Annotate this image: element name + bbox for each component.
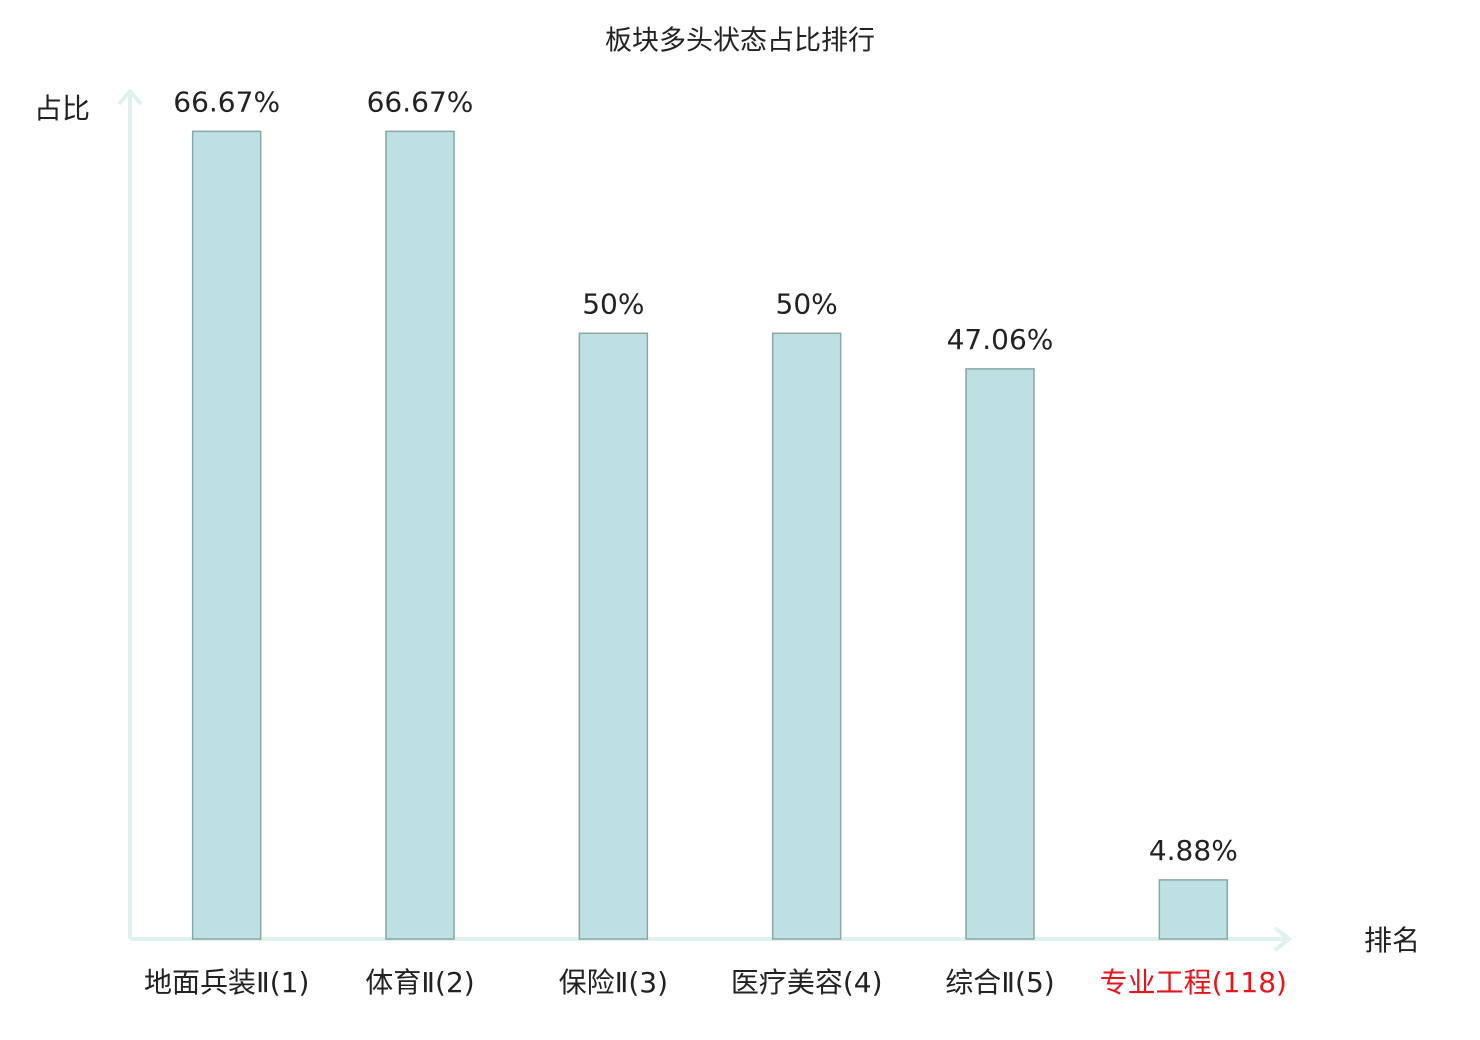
bar bbox=[1158, 879, 1229, 940]
bar bbox=[965, 368, 1035, 940]
bar bbox=[578, 332, 649, 940]
bar bbox=[191, 130, 262, 940]
x-axis-label: 排名 bbox=[1364, 924, 1420, 957]
x-tick-label: 地面兵装Ⅱ(1) bbox=[144, 966, 309, 999]
chart-title: 板块多头状态占比排行 bbox=[605, 26, 875, 57]
x-tick-label: 医疗美容(4) bbox=[731, 966, 883, 999]
x-tick-label: 体育Ⅱ(2) bbox=[365, 966, 474, 999]
value-label: 47.06% bbox=[947, 323, 1054, 356]
y-axis-label: 占比 bbox=[34, 92, 90, 125]
value-label: 4.88% bbox=[1149, 834, 1238, 867]
bar bbox=[771, 332, 842, 940]
value-label: 66.67% bbox=[367, 85, 474, 118]
value-label: 50% bbox=[776, 287, 838, 320]
x-tick-label: 专业工程(118) bbox=[1100, 966, 1287, 999]
bar bbox=[385, 130, 455, 940]
x-tick-label: 综合Ⅱ(5) bbox=[945, 966, 1054, 999]
value-label: 66.67% bbox=[173, 85, 280, 118]
value-label: 50% bbox=[582, 287, 644, 320]
axes bbox=[117, 87, 1293, 952]
x-tick-label: 保险Ⅱ(3) bbox=[559, 966, 668, 999]
